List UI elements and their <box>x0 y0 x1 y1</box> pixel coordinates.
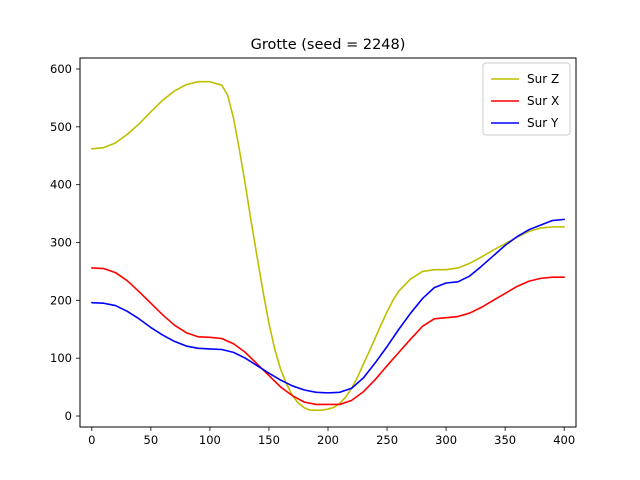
x-tick-label: 250 <box>376 433 398 447</box>
y-tick-label: 100 <box>50 351 72 365</box>
x-tick-label: 350 <box>494 433 516 447</box>
legend: Sur Z Sur X Sur Y <box>482 62 571 136</box>
x-tick-label: 400 <box>553 433 575 447</box>
x-tick-label: 300 <box>435 433 457 447</box>
legend-label-0: Sur Z <box>527 72 559 86</box>
y-tick-label: 300 <box>50 236 72 250</box>
series-line-1 <box>91 267 565 406</box>
x-tick-label: 50 <box>144 433 159 447</box>
plot-area <box>91 80 565 412</box>
x-tick-label: 200 <box>317 433 339 447</box>
y-tick-label: 500 <box>50 120 72 134</box>
y-tick-label: 200 <box>50 293 72 307</box>
legend-label-1: Sur X <box>527 94 559 108</box>
x-tick-label: 0 <box>88 433 95 447</box>
y-tick-label: 400 <box>50 178 72 192</box>
legend-label-2: Sur Y <box>527 116 559 130</box>
x-tick-label: 100 <box>199 433 221 447</box>
y-tick-label: 0 <box>65 409 72 423</box>
legend-box <box>482 62 571 136</box>
x-tick-label: 150 <box>258 433 280 447</box>
series-line-0 <box>91 80 565 412</box>
series-line-2 <box>91 218 565 394</box>
chart-title: Grotte (seed = 2248) <box>251 37 406 53</box>
y-axis: 0 100 200 300 400 500 600 <box>50 62 80 423</box>
y-tick-label: 600 <box>50 62 72 76</box>
x-axis: 0 50 100 150 200 250 300 350 400 <box>88 427 575 447</box>
